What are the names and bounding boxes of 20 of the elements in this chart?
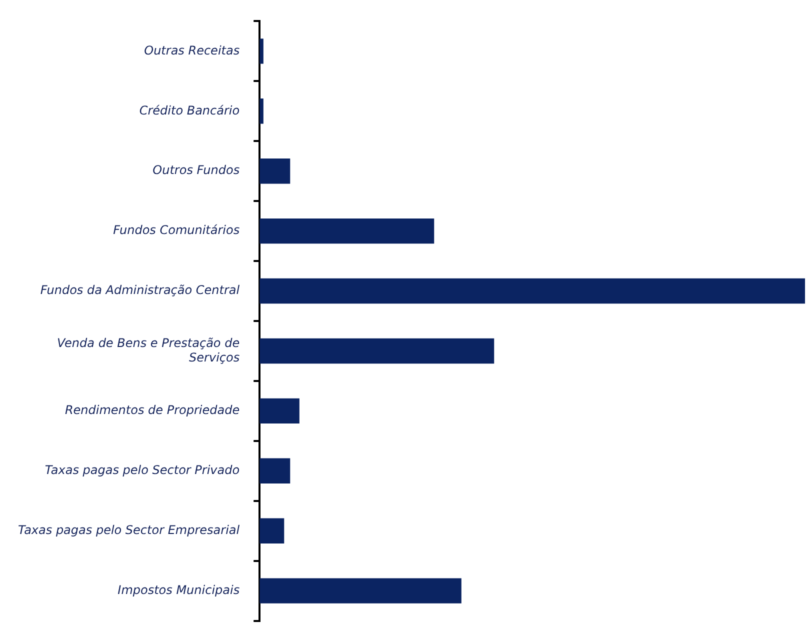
- y-tick-label: Impostos Municipais: [118, 582, 240, 597]
- y-tick-label: Fundos da Administração Central: [40, 283, 240, 298]
- bar: [260, 578, 462, 604]
- y-tick-label: Taxas pagas pelo Sector Empresarial: [18, 522, 240, 537]
- y-tick-label: Outros Fundos: [152, 163, 240, 178]
- y-tick-label: Rendimentos de Propriedade: [64, 403, 240, 418]
- bar: [260, 398, 300, 424]
- y-tick-label: Venda de Bens e Prestação de Serviços: [57, 336, 240, 364]
- bar: [260, 278, 805, 304]
- bar: [260, 458, 290, 484]
- y-tick-label: Taxas pagas pelo Sector Privado: [44, 463, 240, 478]
- bar: [260, 338, 494, 364]
- bar: [260, 98, 264, 124]
- y-tick-label: Outras Receitas: [144, 43, 240, 58]
- bar: [260, 158, 290, 184]
- y-tick-label: Fundos Comunitários: [113, 223, 240, 238]
- bar: [260, 518, 284, 544]
- bar: [260, 218, 434, 244]
- bar: [260, 38, 264, 64]
- y-tick-label: Crédito Bancário: [139, 103, 240, 118]
